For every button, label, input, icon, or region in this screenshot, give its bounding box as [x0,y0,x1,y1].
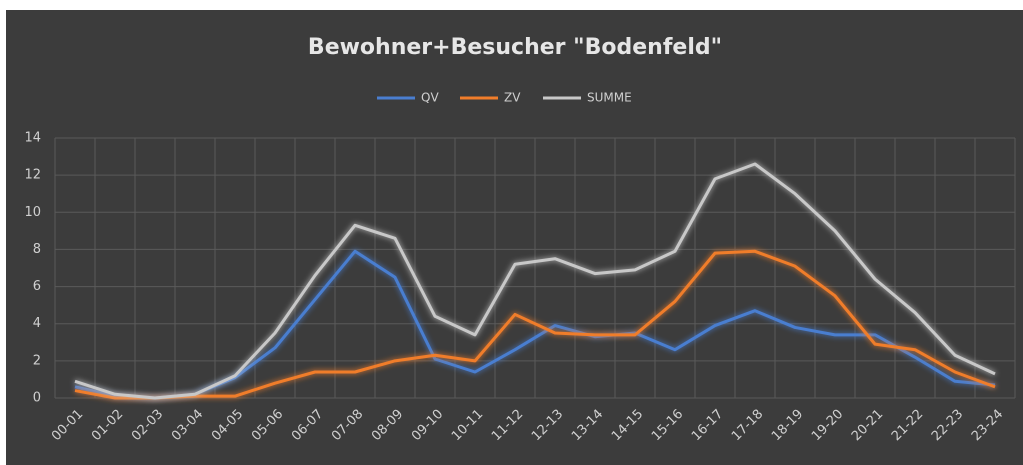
legend-label: SUMME [587,91,632,105]
legend-label: ZV [504,91,521,105]
y-tick-label: 2 [33,353,41,368]
y-tick-label: 12 [24,168,41,183]
y-tick-label: 0 [33,391,41,406]
chart-title: Bewohner+Besucher "Bodenfeld" [308,35,722,60]
y-tick-label: 10 [24,205,41,220]
series-line [74,162,996,400]
y-tick-label: 6 [33,279,41,294]
legend-label: QV [421,91,439,105]
y-tick-label: 14 [24,131,41,146]
series-line [74,249,996,400]
y-tick-label: 8 [33,242,41,257]
y-tick-label: 4 [33,316,41,331]
